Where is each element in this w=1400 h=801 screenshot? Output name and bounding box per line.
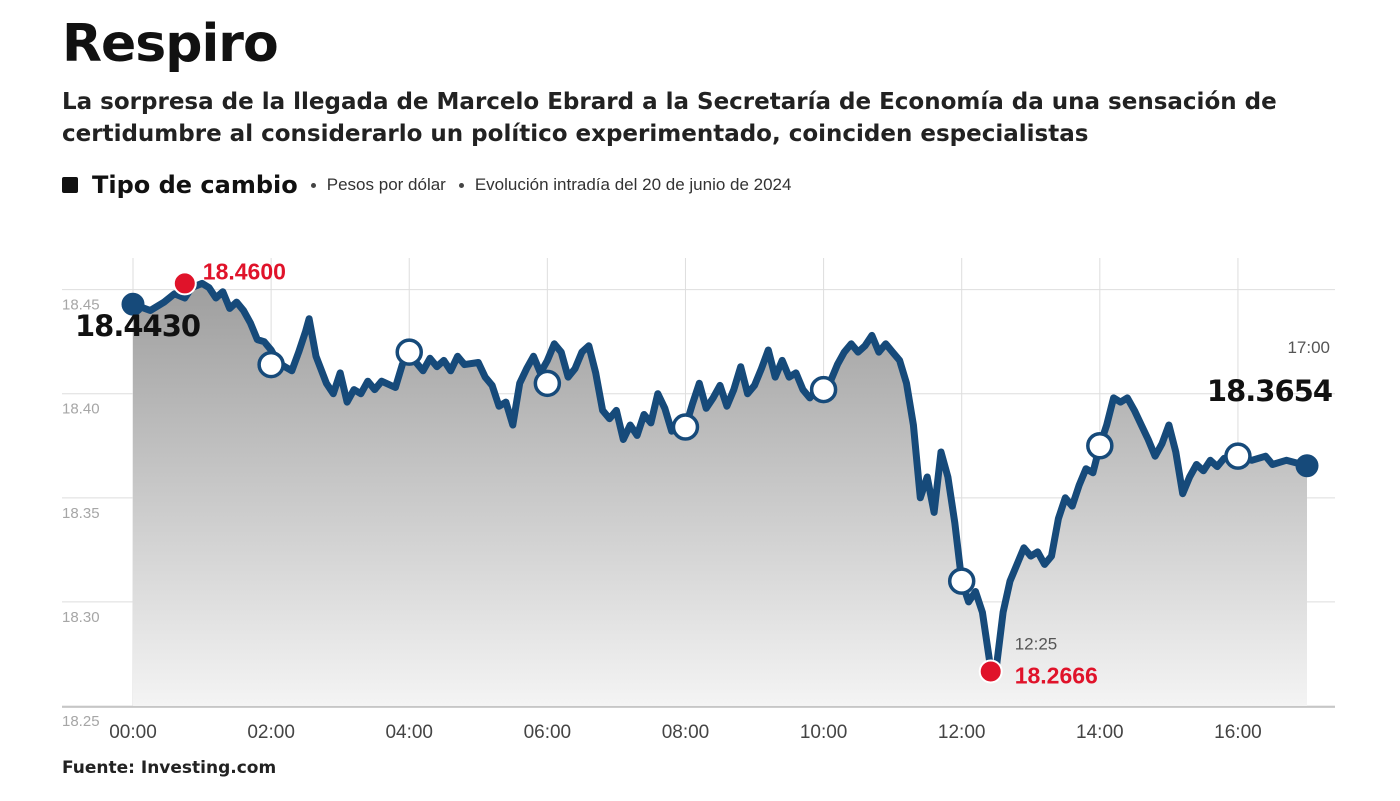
x-tick-label: 06:00 xyxy=(524,722,572,743)
bullet-icon xyxy=(458,182,464,188)
hourly-marker xyxy=(395,338,423,366)
hourly-marker xyxy=(257,350,285,379)
x-axis: 00:00 02:00 04:00 06:00 08:00 10:00 12:00 14:00… xyxy=(109,722,1261,743)
y-tick-label: 18.45 xyxy=(62,297,100,314)
open-value-label: 18.4430 xyxy=(75,309,200,343)
hourly-marker xyxy=(809,375,838,404)
y-tick-label: 18.40 xyxy=(62,401,100,418)
extreme-marker xyxy=(172,271,197,296)
close-value-label: 18.3654 xyxy=(1207,374,1332,408)
close-time-label: 17:00 xyxy=(1287,338,1330,357)
hourly-marker xyxy=(533,369,562,398)
x-tick-label: 12:00 xyxy=(938,722,986,743)
markers xyxy=(121,271,1319,684)
hourly-marker xyxy=(947,567,976,595)
y-axis: 18.25 18.30 18.35 18.40 18.45 xyxy=(62,297,100,730)
x-tick-label: 14:00 xyxy=(1076,722,1124,743)
low-time-label: 12:25 xyxy=(1015,634,1058,653)
legend-row: Tipo de cambio Pesos por dólar Evolución… xyxy=(62,171,791,199)
x-tick-label: 04:00 xyxy=(385,722,433,743)
hourly-marker xyxy=(671,413,700,441)
legend-square-icon xyxy=(62,177,78,193)
legend-series-label: Tipo de cambio xyxy=(92,171,298,199)
high-value-label: 18.4600 xyxy=(203,258,286,284)
source-note: Fuente: Investing.com xyxy=(62,758,277,778)
bullet-icon xyxy=(310,182,316,188)
price-area xyxy=(133,283,1307,706)
x-tick-label: 00:00 xyxy=(109,722,157,743)
chart-subtitle: La sorpresa de la llegada de Marcelo Ebr… xyxy=(62,89,1277,147)
x-tick-label: 08:00 xyxy=(662,722,710,743)
x-tick-label: 16:00 xyxy=(1214,722,1262,743)
legend-unit-label: Pesos por dólar xyxy=(326,175,446,194)
endpoint-marker xyxy=(1295,454,1319,478)
y-tick-label: 18.25 xyxy=(62,713,100,730)
low-value-label: 18.2666 xyxy=(1015,662,1098,688)
price-line xyxy=(129,279,1311,672)
x-tick-label: 02:00 xyxy=(247,722,295,743)
x-tick-label: 10:00 xyxy=(800,722,848,743)
y-tick-label: 18.35 xyxy=(62,505,100,522)
extreme-marker xyxy=(978,659,1003,684)
chart-title: Respiro xyxy=(62,14,279,74)
hourly-marker xyxy=(1224,442,1252,470)
legend-period-label: Evolución intradía del 20 de junio de 20… xyxy=(474,175,792,194)
hourly-marker xyxy=(1086,432,1114,460)
endpoint-marker xyxy=(121,292,145,316)
y-tick-label: 18.30 xyxy=(62,609,100,626)
